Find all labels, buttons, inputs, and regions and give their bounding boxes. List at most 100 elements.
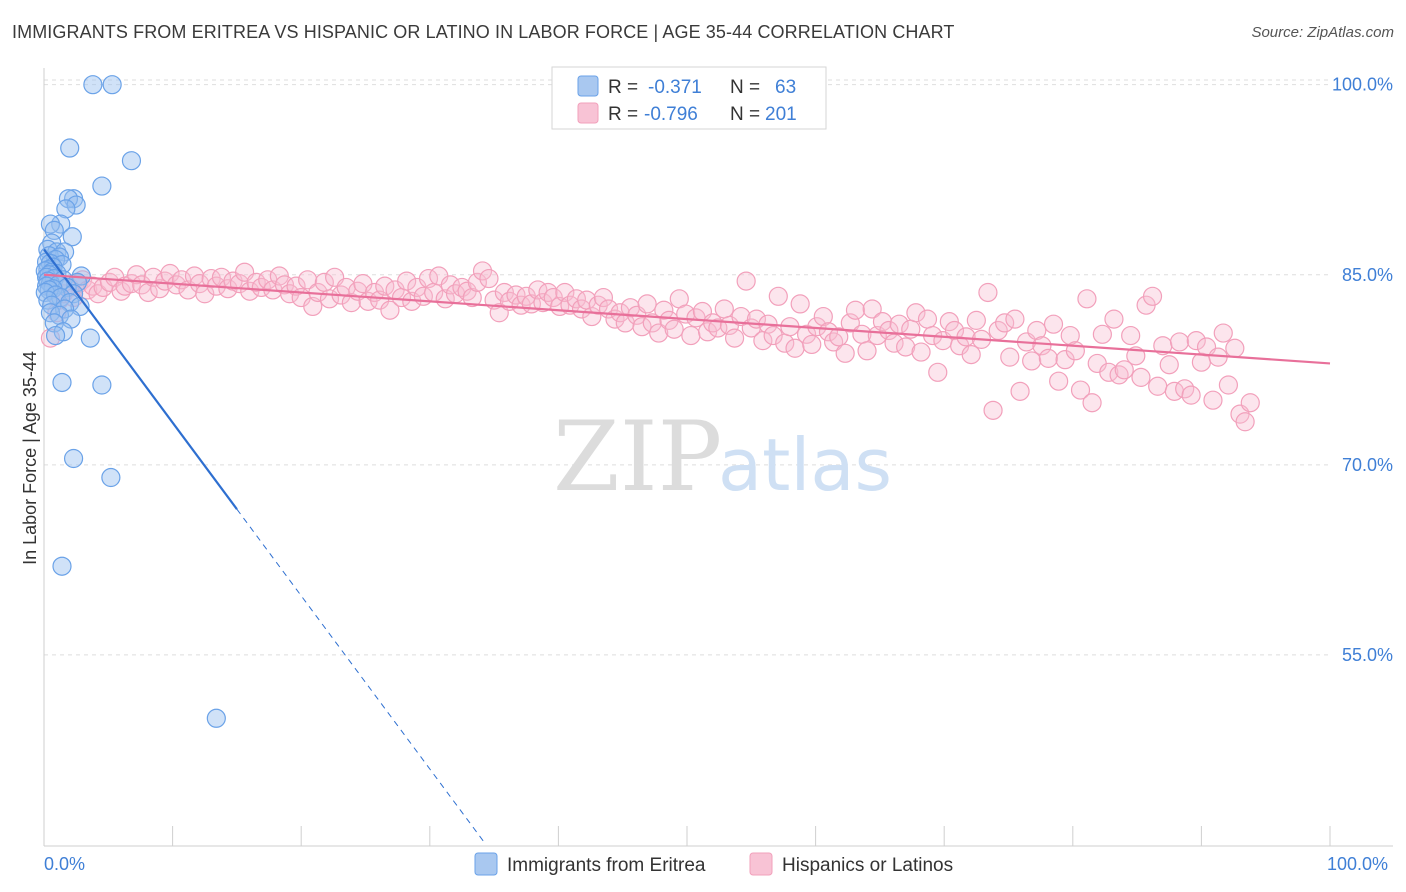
watermark-zip: ZIP: [553, 401, 722, 513]
hispanics-point-202: [1148, 376, 1168, 396]
eritrea-point-1: [102, 75, 122, 95]
hispanics-point-17: [126, 265, 147, 285]
hispanics-point-42: [269, 266, 289, 286]
trend-lines: [43, 248, 1331, 844]
hispanics-point-150: [862, 299, 882, 319]
watermark-atlas: atlas: [718, 423, 892, 507]
hispanics-point-214: [1213, 323, 1233, 343]
hispanics-point-216: [1225, 338, 1245, 358]
hispanics-point-168: [961, 344, 981, 365]
hispanics-point-139: [802, 334, 822, 355]
hispanics-point-19: [138, 282, 158, 303]
hispanics-point-44: [280, 284, 300, 304]
legend-r-eritrea: -0.371: [648, 77, 702, 98]
hispanics-point-206: [1169, 332, 1190, 352]
eritrea-trend-line: [43, 248, 238, 510]
hispanics-point-204: [1159, 355, 1179, 375]
hispanics-point-197: [1121, 325, 1141, 346]
series-hispanics-points: [40, 261, 1260, 432]
y-tick-label-0: 100.0%: [1332, 75, 1393, 95]
hispanics-point-199: [1131, 367, 1151, 387]
eritrea-point-7: [66, 195, 86, 215]
y-tick-label-2: 70.0%: [1342, 455, 1393, 475]
hispanics-point-10: [88, 284, 108, 304]
hispanics-point-172: [983, 400, 1003, 420]
gridlines: [44, 79, 1330, 656]
eritrea-point-56: [80, 328, 100, 348]
hispanics-point-138: [796, 324, 817, 344]
hispanics-point-175: [1000, 347, 1020, 367]
x-tick-label-min: 0.0%: [44, 854, 85, 874]
hispanics-point-75: [452, 277, 472, 298]
hispanics-point-218: [1235, 412, 1255, 432]
hispanics-point-80: [479, 268, 499, 289]
legend-r-label-eritrea: R =: [608, 77, 638, 98]
hispanics-point-94: [555, 282, 575, 303]
hispanics-point-123: [714, 299, 734, 319]
hispanics-point-164: [939, 312, 959, 332]
hispanics-point-108: [632, 317, 652, 337]
hispanics-point-176: [1005, 309, 1025, 329]
hispanics-point-61: [375, 276, 395, 296]
hispanics-point-165: [944, 320, 965, 341]
hispanics-point-183: [1043, 314, 1064, 334]
legend-swatch-hispanics: [577, 102, 599, 124]
eritrea-point-55: [45, 325, 66, 346]
hispanics-point-145: [835, 343, 855, 363]
hispanics-point-132: [763, 325, 783, 346]
legend-n-hispanics: 201: [765, 104, 797, 125]
hispanics-point-8: [78, 280, 98, 300]
hispanics-point-45: [286, 276, 306, 296]
eritrea-point-49: [54, 299, 75, 319]
eritrea-point-58: [92, 375, 112, 395]
bottom-legend-label-hispanics: Hispanics or Latinos: [782, 855, 953, 876]
hispanics-point-144: [829, 327, 849, 347]
hispanics-point-196: [1114, 360, 1134, 380]
series-legend: Immigrants from Eritrea Hispanics or Lat…: [474, 852, 953, 876]
hispanics-point-39: [251, 277, 271, 298]
source-label: Source: ZipAtlas.com: [1251, 24, 1394, 41]
y-tick-label-1: 85.0%: [1342, 265, 1393, 285]
hispanics-point-184: [1049, 371, 1069, 391]
x-tick-labels: 0.0% 100.0%: [44, 854, 1388, 874]
hispanics-point-177: [1010, 381, 1030, 401]
hispanics-point-141: [813, 306, 833, 327]
hispanics-point-209: [1186, 331, 1206, 351]
hispanics-point-96: [566, 289, 587, 309]
hispanics-point-192: [1092, 324, 1112, 344]
hispanics-point-153: [879, 320, 899, 341]
hispanics-point-160: [917, 309, 938, 329]
hispanics-point-179: [1022, 351, 1042, 371]
hispanics-point-117: [681, 325, 701, 346]
y-axis-title: In Labor Force | Age 35-44: [20, 351, 40, 565]
hispanics-point-208: [1181, 385, 1201, 405]
hispanics-point-112: [654, 300, 674, 320]
watermark: ZIP atlas: [553, 401, 892, 513]
hispanics-point-109: [637, 294, 657, 314]
eritrea-point-2: [60, 138, 80, 158]
y-tick-label-3: 55.0%: [1342, 645, 1393, 665]
hispanics-point-182: [1038, 348, 1058, 368]
hispanics-point-83: [494, 282, 514, 303]
y-tick-labels: 100.0% 85.0% 70.0% 55.0%: [1332, 75, 1393, 665]
eritrea-point-57: [52, 372, 72, 393]
hispanics-point-47: [298, 270, 318, 290]
axes: [43, 68, 1393, 847]
eritrea-point-61: [52, 556, 72, 576]
hispanics-point-16: [121, 274, 142, 294]
hispanics-point-62: [380, 300, 400, 320]
hispanics-point-65: [397, 271, 417, 291]
hispanics-point-28: [190, 274, 210, 294]
hispanics-point-122: [708, 318, 728, 338]
hispanics-point-101: [593, 287, 614, 308]
hispanics-trend-line: [43, 273, 1331, 365]
x-tick-label-max: 100.0%: [1327, 854, 1388, 874]
eritrea-point-11: [44, 220, 64, 241]
hispanics-point-215: [1218, 375, 1239, 395]
hispanics-point-169: [966, 310, 986, 330]
hispanics-point-73: [440, 275, 460, 295]
legend-r-hispanics: -0.796: [644, 104, 698, 125]
legend-n-label-eritrea: N =: [730, 77, 760, 98]
eritrea-point-0: [83, 75, 103, 95]
